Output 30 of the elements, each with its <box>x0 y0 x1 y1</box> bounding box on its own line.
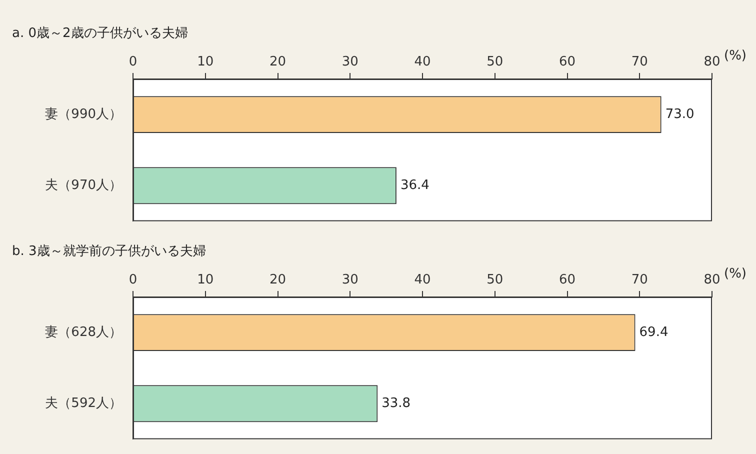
x-tick-label: 0 <box>128 54 138 70</box>
y-tick-label: 夫（970人） <box>45 178 122 194</box>
data-label: 69.4 <box>639 324 668 340</box>
x-tick-label: 60 <box>558 272 576 288</box>
chart-title: b. 3歳～就学前の子供がいる夫婦 <box>12 243 206 260</box>
x-axis-title: (%) <box>724 48 746 64</box>
x-tick-label: 50 <box>486 272 504 288</box>
x-tick-label: 80 <box>704 272 720 288</box>
x-axis-title: (%) <box>724 266 746 282</box>
data-label: 33.8 <box>382 396 411 412</box>
x-tick-label: 20 <box>269 272 286 288</box>
chart-title: a. 0歳～2歳の子供がいる夫婦 <box>12 25 188 42</box>
y-tick-label: 妻（990人） <box>45 106 122 122</box>
data-label: 36.4 <box>400 178 430 194</box>
x-tick-label: 10 <box>197 54 214 70</box>
x-tick-label: 40 <box>414 54 431 70</box>
x-tick-label: 20 <box>269 54 286 70</box>
y-tick-label: 妻（628人） <box>45 324 122 340</box>
x-tick-label: 0 <box>128 272 138 288</box>
x-tick-label: 30 <box>342 272 358 288</box>
x-tick-label: 80 <box>704 54 720 70</box>
x-tick-label: 60 <box>558 54 576 70</box>
y-tick-label: 夫（592人） <box>45 396 122 412</box>
x-tick-label: 70 <box>631 54 648 70</box>
x-tick-label: 50 <box>486 54 504 70</box>
x-tick-label: 10 <box>197 272 214 288</box>
x-tick-label: 40 <box>414 272 431 288</box>
x-tick-label: 70 <box>631 272 648 288</box>
x-tick-label: 30 <box>342 54 358 70</box>
data-label: 73.0 <box>665 106 694 122</box>
